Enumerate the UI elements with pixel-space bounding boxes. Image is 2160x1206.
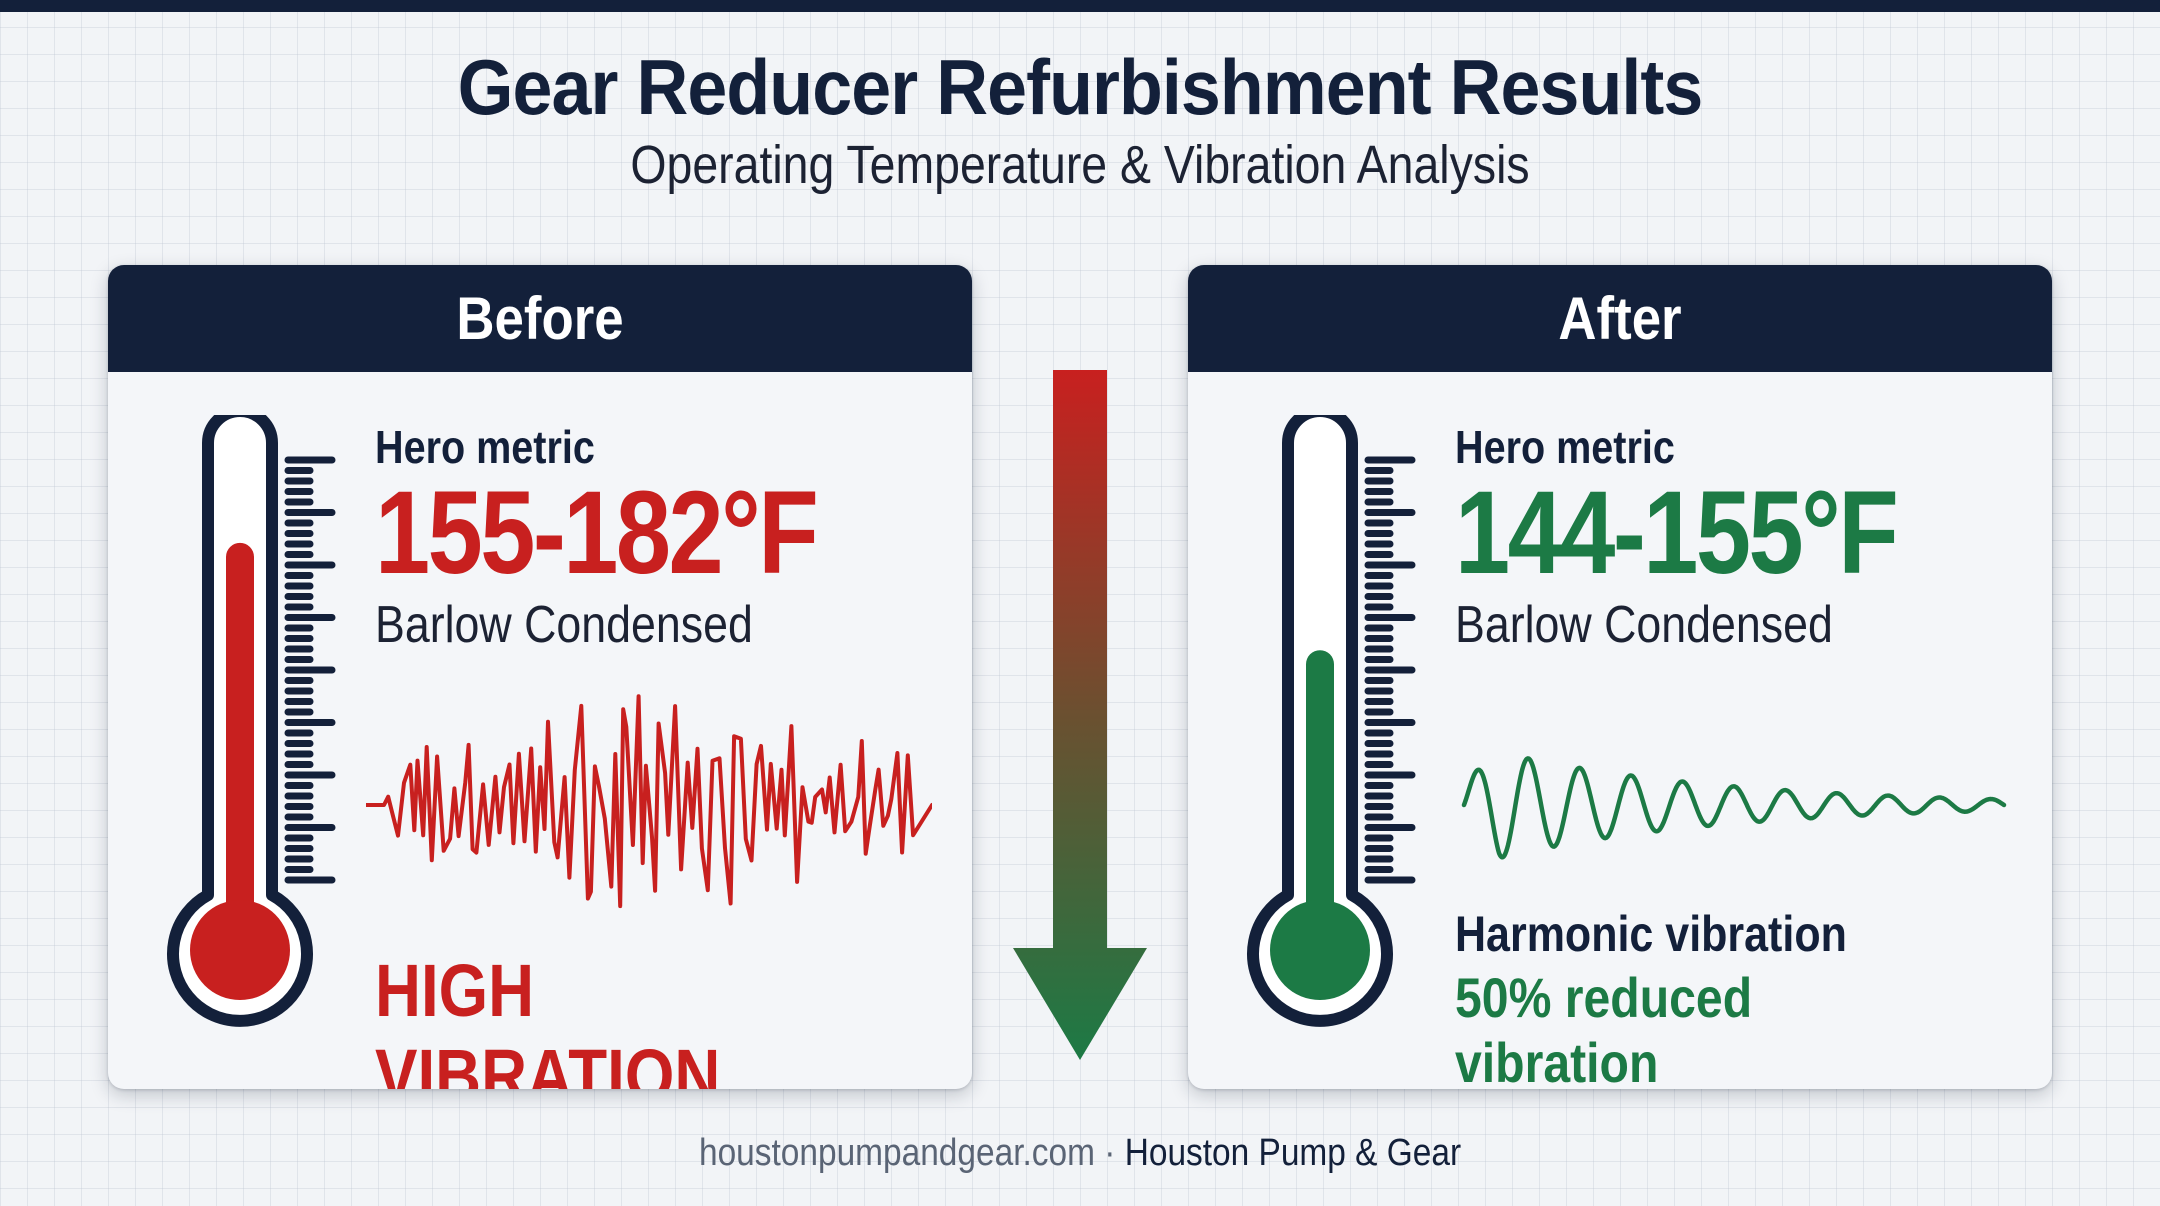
down-arrow-icon xyxy=(1013,370,1147,1060)
after-metric-font-note: Barlow Condensed xyxy=(1455,596,1833,654)
before-header-label: Before xyxy=(456,285,624,352)
before-thermometer-icon xyxy=(167,415,336,1027)
before-metric-font-note: Barlow Condensed xyxy=(375,596,753,654)
after-vibration-label: Harmonic vibration xyxy=(1455,906,1847,962)
before-metric-label: Hero metric xyxy=(375,421,595,473)
top-bar xyxy=(0,0,2160,12)
before-panel-header: Before xyxy=(108,265,972,372)
before-panel: Before Hero metric 155-182°F Barlow Cond… xyxy=(108,265,972,1089)
after-harmonic-wave xyxy=(1461,756,2007,860)
page-subtitle: Operating Temperature & Vibration Analys… xyxy=(630,135,1530,195)
after-metric-value: 144-155°F xyxy=(1455,467,1899,599)
after-panel-header: After xyxy=(1188,265,2052,372)
before-metric-value: 155-182°F xyxy=(375,467,819,599)
after-thermometer-bulb xyxy=(1270,900,1370,1000)
before-thermometer-fill xyxy=(226,542,254,943)
before-vibration-label: HIGH VIBRATION xyxy=(375,949,721,1089)
footer: houstonpumpandgear.com · Houston Pump & … xyxy=(0,1132,2160,1175)
footer-site-link[interactable]: houstonpumpandgear.com xyxy=(698,1132,1095,1174)
after-header-label: After xyxy=(1558,285,1682,352)
footer-separator: · xyxy=(1104,1132,1116,1174)
after-metric-label: Hero metric xyxy=(1455,421,1675,473)
after-vibration-reduction: 50% reduced vibration xyxy=(1455,966,1753,1089)
after-thermometer-fill xyxy=(1306,650,1334,943)
after-thermometer-icon xyxy=(1247,415,1416,1027)
before-vibration-wave xyxy=(366,694,932,909)
footer-company: Houston Pump & Gear xyxy=(1124,1132,1462,1174)
page-title: Gear Reducer Refurbishment Results xyxy=(457,43,1704,131)
before-thermometer-bulb xyxy=(190,900,290,1000)
after-panel: After Hero metric 144-155°F Barlow Conde… xyxy=(1188,265,2052,1089)
